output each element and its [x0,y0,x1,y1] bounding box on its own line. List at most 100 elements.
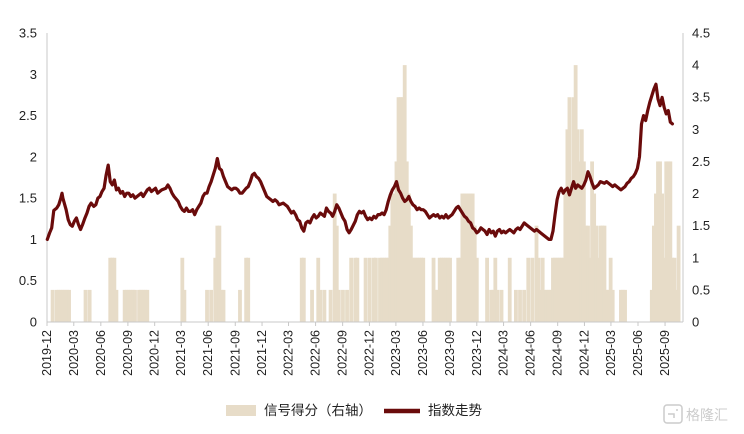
watermark-logo-icon [663,404,683,424]
signal-bar [67,289,71,322]
y-left-tick-label: 0 [30,315,37,330]
signal-bar [328,289,333,322]
signal-bar [594,225,599,322]
signal-bar [592,193,597,322]
signal-bar [621,289,625,322]
legend-label-index-trend: 指数走势 [428,403,482,419]
signal-bar [474,257,479,322]
x-tick-label: 2024-06 [524,330,538,376]
signal-bar [421,257,426,322]
signal-bar [419,257,424,322]
signal-bar [456,257,461,322]
signal-bar [108,257,113,322]
y-right-tick-label: 3.5 [692,90,710,105]
watermark-text: 格隆汇 [686,408,728,424]
x-tick-label: 2023-09 [443,330,457,376]
signal-bar [437,257,442,322]
index-trend-line [45,82,675,242]
y-right-tick-label: 0.5 [692,282,710,297]
x-tick-label: 2020-03 [67,330,81,376]
y-right-tick-label: 2 [692,186,699,201]
signal-bar [209,289,214,322]
signal-bar [485,257,489,322]
signal-bar [205,289,209,322]
signal-bar [584,225,588,322]
signal-bar [122,289,127,322]
signal-bar [581,161,586,322]
x-tick-label: 2019-12 [40,330,54,376]
signal-bar [575,129,580,322]
signal-bar [559,257,564,322]
signal-bar [417,257,422,322]
signal-bar [563,193,568,322]
x-tick-label: 2021-03 [174,330,188,376]
signal-bar [310,289,314,322]
signal-bar [466,193,471,322]
signal-bar [392,193,397,322]
signal-bar [382,257,387,322]
signal-bar [139,289,144,322]
y-right-tick-label: 4.5 [692,26,710,41]
signal-bar [654,193,658,322]
signal-bar [619,289,623,322]
signal-bar [567,97,572,322]
signal-bar [444,257,448,322]
signal-bar [526,257,531,322]
signal-bar [460,193,465,322]
y-right-tick-label: 4 [692,58,699,73]
y-right-tick-labels: 0 0.5 1 1.5 2 2.5 3 3.5 4 4.5 [692,26,710,330]
signal-bar [390,193,395,322]
signal-bar [542,289,547,322]
signal-bar [336,289,341,322]
signal-bar [355,257,360,322]
signal-bar [58,289,63,322]
index-trend-line-layer [45,82,675,242]
signal-bar [371,257,376,322]
signal-bar [373,257,378,322]
signal-bar [238,289,242,322]
signal-bar [649,289,654,322]
signal-bar [133,289,137,322]
x-tick-label: 2024-03 [497,330,511,376]
x-tick-label: 2021-12 [255,330,269,376]
signal-bar [590,161,594,322]
y-right-tick-label: 3 [692,122,699,137]
signal-bar [341,289,345,322]
signal-bar [507,257,512,322]
signal-bar [551,257,555,322]
signal-bar [561,257,566,322]
signal-bar [610,289,615,322]
signal-bar [433,289,438,322]
signal-bar [577,161,582,322]
signal-bar [408,225,413,322]
x-tick-label: 2025-09 [658,330,672,376]
x-tick-label: 2020-09 [121,330,135,376]
x-tick-label: 2023-03 [389,330,403,376]
signal-bar [662,257,667,322]
signal-bar [549,289,553,322]
signal-bar [400,97,405,322]
signal-bar [334,225,339,322]
signal-bar [565,129,570,322]
signal-bar [114,289,119,322]
x-tick-label: 2021-09 [228,330,242,376]
x-tick-labels: 2019-12 2020-03 2020-06 2020-09 2020-12 2021-… [40,322,672,376]
signal-bar [112,257,117,322]
signal-bar [544,289,549,322]
signal-bar [668,161,673,322]
signal-bar [499,289,504,322]
y-right-tick-label: 2.5 [692,154,710,169]
signal-bar [124,289,129,322]
signal-bar [604,289,609,322]
x-tick-label: 2025-03 [604,330,618,376]
signal-bar [606,289,611,322]
signal-bar [180,257,185,322]
watermark: 格隆汇 [663,404,728,424]
signal-bar [462,193,467,322]
signal-bar [514,289,518,322]
signal-bar [221,289,226,322]
signal-bar [472,225,477,322]
signal-bar [534,225,539,322]
y-left-tick-label: 1 [30,232,37,247]
